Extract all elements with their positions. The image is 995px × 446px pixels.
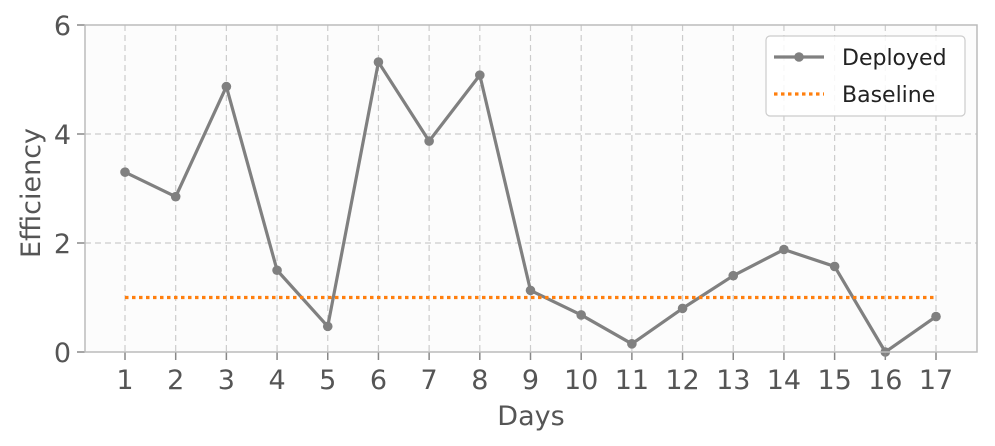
x-tick-label: 3: [218, 365, 235, 396]
x-tick-label: 12: [665, 365, 699, 396]
deployed-point: [424, 136, 434, 146]
y-tick-label: 4: [54, 120, 71, 151]
x-axis-title: Days: [497, 401, 564, 432]
y-tick-label: 0: [54, 338, 71, 369]
deployed-point: [373, 57, 384, 67]
x-tick-label: 15: [817, 365, 851, 396]
y-tick-label: 2: [54, 229, 71, 260]
deployed-point: [525, 285, 536, 296]
x-tick-label: 9: [522, 365, 539, 396]
y-tick-label: 6: [54, 11, 71, 42]
x-tick-label: 13: [716, 365, 750, 396]
deployed-point: [475, 70, 485, 80]
x-tick-label: 10: [564, 365, 598, 396]
legend: Deployed Baseline: [765, 35, 966, 117]
x-tick-label: 14: [767, 365, 801, 396]
x-tick-label: 6: [370, 365, 387, 396]
deployed-point: [120, 167, 130, 177]
deployed-point: [322, 321, 333, 332]
legend-label-baseline: Baseline: [842, 83, 935, 108]
x-tick-label: 5: [319, 365, 336, 396]
x-tick-label: 16: [868, 365, 902, 396]
x-tick-label: 1: [116, 365, 133, 396]
x-tick-label: 7: [421, 365, 438, 396]
legend-marker-deployed: [794, 52, 804, 62]
deployed-point: [627, 339, 637, 349]
x-tick-label: 4: [268, 365, 285, 396]
deployed-point: [728, 270, 739, 281]
plot-frame: [84, 24, 978, 353]
x-tick-label: 2: [167, 365, 184, 396]
deployed-point: [272, 265, 282, 276]
x-tick-label: 11: [615, 365, 649, 396]
deployed-point: [931, 311, 941, 322]
legend-label-deployed: Deployed: [842, 46, 947, 71]
deployed-point: [677, 303, 688, 314]
x-tick-label: 17: [919, 365, 953, 396]
x-tick-label: 8: [471, 365, 488, 396]
deployed-point: [829, 261, 840, 272]
deployed-point: [170, 191, 181, 202]
y-axis-title: Efficiency: [16, 128, 47, 258]
deployed-point: [576, 310, 586, 320]
deployed-point: [779, 244, 789, 255]
deployed-point: [221, 81, 232, 92]
